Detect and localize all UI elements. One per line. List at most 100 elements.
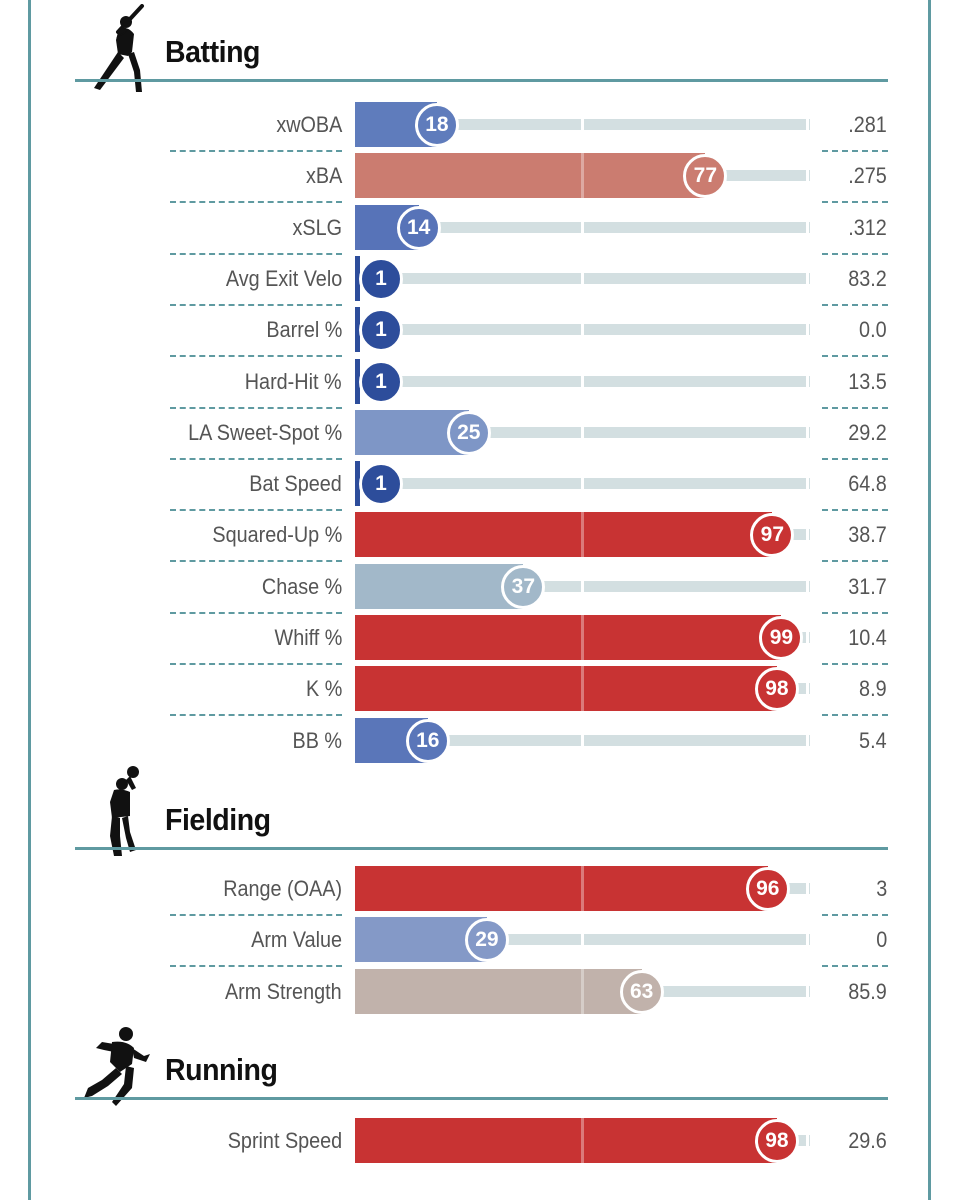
row-divider bbox=[822, 303, 888, 306]
row-divider bbox=[822, 201, 888, 204]
row-divider bbox=[822, 611, 888, 614]
percentile-track bbox=[355, 426, 810, 438]
metric-label: Arm Strength bbox=[225, 978, 342, 1004]
track-tick bbox=[581, 375, 584, 387]
percentile-badge: 98 bbox=[754, 667, 799, 712]
metric-row: Avg Exit Velo 1 83.2 bbox=[0, 255, 959, 301]
percentile-track bbox=[355, 934, 810, 946]
metric-row: Arm Strength 63 85.9 bbox=[0, 968, 959, 1014]
metric-value: 64.8 bbox=[848, 471, 887, 497]
percentile-bar bbox=[355, 615, 782, 660]
track-tick bbox=[806, 734, 810, 746]
track-tick bbox=[581, 272, 584, 284]
percentile-bar bbox=[355, 1118, 777, 1163]
row-divider bbox=[170, 560, 342, 563]
section-title-batting: Batting bbox=[165, 34, 261, 69]
metric-label: xSLG bbox=[292, 214, 342, 240]
track-tick bbox=[806, 426, 810, 438]
percentile-badge: 29 bbox=[464, 918, 509, 963]
track-tick bbox=[806, 580, 810, 592]
percentile-track bbox=[355, 734, 810, 746]
row-divider bbox=[170, 406, 342, 409]
percentile-badge: 96 bbox=[745, 867, 790, 911]
track-tick bbox=[806, 119, 810, 130]
track-tick bbox=[806, 272, 810, 284]
percentile-track bbox=[355, 580, 810, 592]
percentile-badge: 16 bbox=[405, 718, 450, 763]
metric-value: 3 bbox=[875, 876, 887, 901]
percentile-bar bbox=[355, 153, 706, 199]
metric-row: xBA 77 .275 bbox=[0, 153, 959, 199]
bar-tick bbox=[581, 153, 584, 199]
frame-border-left bbox=[28, 0, 31, 1200]
row-divider bbox=[170, 663, 342, 665]
metric-value: 83.2 bbox=[848, 265, 887, 291]
section-title-running: Running bbox=[165, 1052, 278, 1087]
percentile-bar bbox=[355, 307, 360, 353]
metric-label: xBA bbox=[305, 163, 342, 189]
track-tick bbox=[806, 683, 810, 695]
metric-label: Range (OAA) bbox=[223, 876, 342, 901]
metric-label: Whiff % bbox=[274, 625, 342, 650]
metric-value: 29.2 bbox=[848, 419, 887, 445]
metric-label: Sprint Speed bbox=[227, 1128, 342, 1153]
percentile-badge: 1 bbox=[359, 462, 403, 507]
row-divider bbox=[170, 303, 342, 306]
section-header-running: Running bbox=[75, 1040, 888, 1100]
metric-label: Hard-Hit % bbox=[245, 368, 342, 394]
metric-row: xwOBA 18 .281 bbox=[0, 102, 959, 147]
track-tick bbox=[806, 478, 810, 490]
bar-tick bbox=[581, 512, 584, 558]
percentile-badge: 1 bbox=[359, 256, 403, 301]
metric-value: 29.6 bbox=[848, 1128, 887, 1153]
metric-row: K % 98 8.9 bbox=[0, 666, 959, 712]
metric-value: 10.4 bbox=[848, 625, 887, 650]
metric-row: Range (OAA) 96 3 bbox=[0, 866, 959, 911]
row-divider bbox=[170, 611, 342, 614]
metric-label: LA Sweet-Spot % bbox=[187, 419, 342, 445]
percentile-bar bbox=[355, 917, 487, 963]
runner-silhouette-icon bbox=[82, 1026, 154, 1115]
percentile-badge: 63 bbox=[619, 969, 664, 1014]
row-divider bbox=[822, 914, 888, 916]
percentile-badge: 97 bbox=[750, 513, 795, 558]
track-tick bbox=[581, 324, 584, 336]
metric-row: Bat Speed 1 64.8 bbox=[0, 461, 959, 507]
metric-value: 0.0 bbox=[859, 317, 887, 343]
track-tick bbox=[806, 529, 810, 541]
percentile-badge: 37 bbox=[501, 564, 546, 609]
track-tick bbox=[581, 580, 584, 592]
section-title-fielding: Fielding bbox=[165, 802, 271, 837]
metric-label: K % bbox=[305, 676, 342, 702]
track-tick bbox=[806, 883, 810, 894]
metric-row: Whiff % 99 10.4 bbox=[0, 615, 959, 660]
row-divider bbox=[170, 965, 342, 968]
percentile-bar bbox=[355, 866, 768, 911]
percentile-bar bbox=[355, 968, 642, 1014]
percentile-bar bbox=[355, 358, 360, 404]
track-tick bbox=[806, 375, 810, 387]
track-tick bbox=[806, 170, 810, 182]
percentile-badge: 1 bbox=[359, 308, 403, 353]
percentile-bar bbox=[355, 666, 777, 712]
row-divider bbox=[822, 965, 888, 968]
metric-label: Chase % bbox=[261, 573, 342, 599]
bar-tick bbox=[581, 968, 584, 1014]
metric-label: Squared-Up % bbox=[212, 522, 342, 548]
row-divider bbox=[822, 663, 888, 665]
track-tick bbox=[581, 934, 584, 946]
row-divider bbox=[170, 252, 342, 255]
section-header-fielding: Fielding bbox=[75, 790, 888, 850]
metric-row: xSLG 14 .312 bbox=[0, 204, 959, 250]
metric-row: Hard-Hit % 1 13.5 bbox=[0, 358, 959, 404]
row-divider bbox=[170, 457, 342, 460]
row-divider bbox=[822, 252, 888, 255]
metric-label: xwOBA bbox=[275, 112, 342, 137]
metric-label: Arm Value bbox=[251, 927, 342, 953]
row-divider bbox=[822, 509, 888, 512]
bar-tick bbox=[581, 615, 584, 660]
metric-value: 13.5 bbox=[848, 368, 887, 394]
row-divider bbox=[170, 150, 342, 152]
row-divider bbox=[822, 560, 888, 563]
percentile-bar bbox=[355, 255, 360, 301]
